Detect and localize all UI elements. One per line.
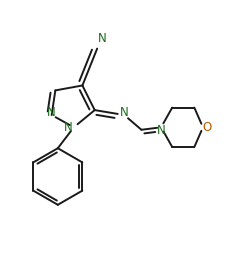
Text: N: N bbox=[120, 106, 129, 119]
Text: N: N bbox=[98, 32, 107, 45]
Text: N: N bbox=[157, 124, 166, 137]
Text: N: N bbox=[47, 106, 56, 119]
Text: N: N bbox=[64, 121, 73, 134]
Text: O: O bbox=[203, 121, 212, 134]
